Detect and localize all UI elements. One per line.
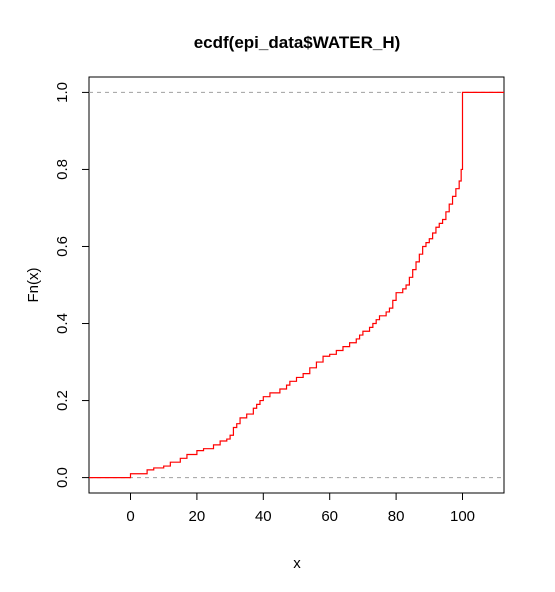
y-tick-label-0.6: 0.6 xyxy=(54,236,71,257)
x-axis: 0 20 40 60 80 100 xyxy=(126,493,475,525)
y-tick-label-0.8: 0.8 xyxy=(54,159,71,180)
x-tick-label-60: 60 xyxy=(321,508,338,525)
y-tick-label-0.0: 0.0 xyxy=(54,467,71,488)
x-tick-label-0: 0 xyxy=(126,508,134,525)
y-tick-label-0.4: 0.4 xyxy=(54,313,71,334)
reference-lines xyxy=(89,91,504,479)
series-layer xyxy=(89,91,504,479)
x-tick-label-100: 100 xyxy=(450,508,475,525)
x-axis-label: x xyxy=(293,555,301,572)
x-tick-label-40: 40 xyxy=(255,508,272,525)
y-axis-label: Fn(x) xyxy=(25,268,42,303)
x-tick-label-20: 20 xyxy=(189,508,206,525)
chart-title: ecdf(epi_data$WATER_H) xyxy=(194,33,401,52)
x-tick-label-80: 80 xyxy=(388,508,405,525)
y-axis: 0.0 0.2 0.4 0.6 0.8 1.0 xyxy=(54,82,89,488)
plot-frame xyxy=(88,76,505,494)
y-tick-label-1.0: 1.0 xyxy=(54,82,71,103)
ecdf-step-line xyxy=(89,91,504,479)
y-tick-label-0.2: 0.2 xyxy=(54,390,71,411)
